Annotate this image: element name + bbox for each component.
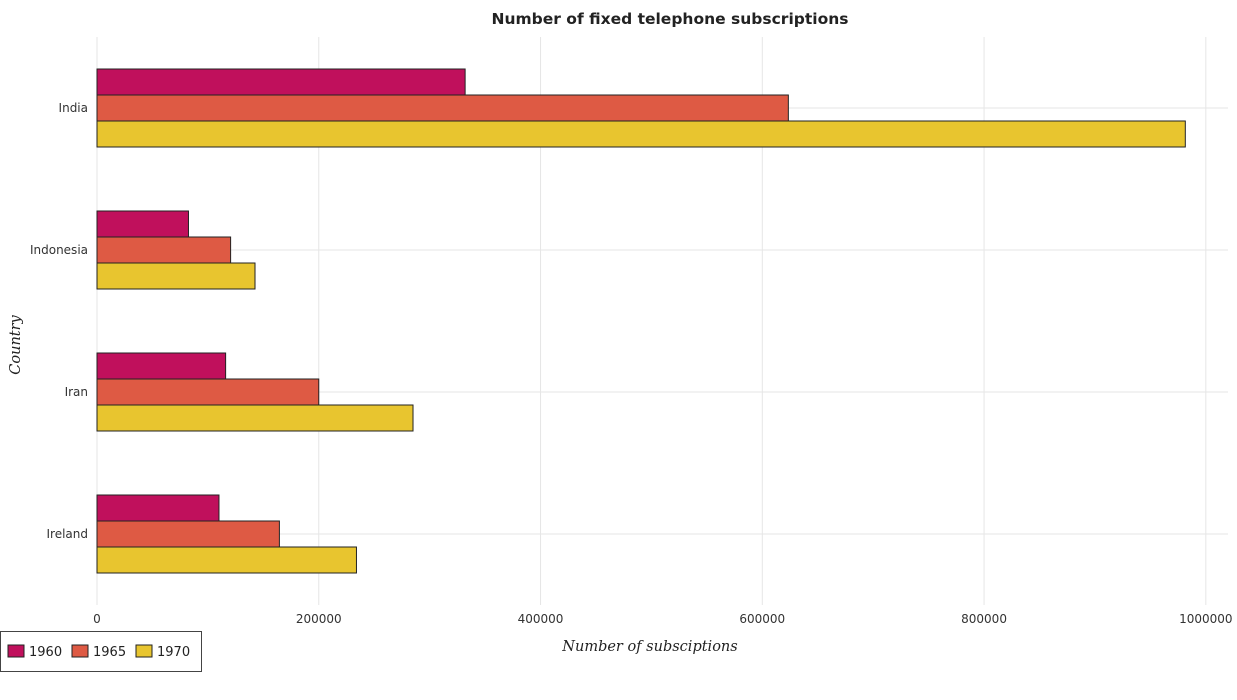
y-tick-label: Indonesia xyxy=(30,243,88,257)
x-tick-label: 400000 xyxy=(518,612,564,626)
x-tick-label: 600000 xyxy=(739,612,785,626)
bar-1960-india xyxy=(96,68,466,96)
x-tick-label: 1000000 xyxy=(1179,612,1232,626)
bar-1960-ireland xyxy=(96,494,220,522)
x-tick-label: 0 xyxy=(93,612,101,626)
bar-1965-india xyxy=(96,94,789,122)
bar-1965-ireland xyxy=(96,520,280,548)
legend-box xyxy=(0,631,202,672)
bar-1970-india xyxy=(96,120,1186,148)
legend-swatch xyxy=(7,644,25,658)
bar-1970-ireland xyxy=(96,546,357,574)
bars xyxy=(96,68,1186,574)
chart-title: Number of fixed telephone subscriptions xyxy=(491,10,848,28)
legend-swatch xyxy=(135,644,153,658)
legend-label: 1960 xyxy=(29,645,62,660)
bar-1960-iran xyxy=(96,352,227,380)
bar-1970-iran xyxy=(96,404,414,432)
legend-swatch xyxy=(71,644,89,658)
bar-1965-iran xyxy=(96,378,320,406)
x-tick-label: 800000 xyxy=(961,612,1007,626)
bar-1965-indonesia xyxy=(96,236,232,264)
legend: 1960 1965 1970 xyxy=(0,631,202,672)
y-axis-label: Country xyxy=(8,314,24,374)
bar-1960-indonesia xyxy=(96,210,189,238)
y-tick-label: India xyxy=(59,101,88,115)
bar-1970-indonesia xyxy=(96,262,256,290)
y-tick-label: Ireland xyxy=(46,527,88,541)
y-tick-labels: India Indonesia Iran Ireland xyxy=(30,101,88,541)
x-tick-labels: 0 200000 400000 600000 800000 1000000 xyxy=(93,612,1232,626)
x-tick-label: 200000 xyxy=(296,612,342,626)
x-axis-label: Number of subsciptions xyxy=(561,639,737,655)
y-tick-label: Iran xyxy=(65,385,88,399)
legend-label: 1965 xyxy=(93,645,126,660)
legend-label: 1970 xyxy=(157,645,190,660)
